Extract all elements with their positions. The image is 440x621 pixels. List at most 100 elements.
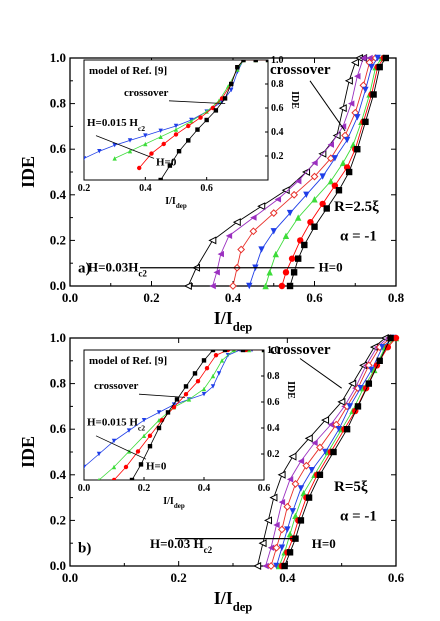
inset-data-point (112, 143, 117, 148)
inset-data-point (171, 402, 177, 407)
inset-data-point (204, 117, 209, 123)
series-line (212, 57, 370, 287)
y-axis-title: IDE (18, 156, 38, 188)
inset-data-point (229, 87, 234, 93)
data-point (286, 209, 294, 217)
inset-data-point (201, 392, 207, 397)
inset-data-point (143, 133, 148, 138)
data-point (302, 461, 311, 470)
data-point (290, 269, 298, 276)
inset-data-point (137, 165, 142, 171)
panel-label: a) (78, 260, 91, 276)
inset-data-point (97, 477, 101, 480)
data-point (360, 54, 367, 62)
inset-y-tick-label: 0.2 (271, 151, 284, 162)
data-point (370, 91, 377, 98)
data-point (327, 421, 334, 428)
data-point (277, 470, 286, 479)
inset-data-point (241, 60, 246, 63)
param-alpha: α = -1 (340, 508, 377, 524)
inset-data-point (171, 405, 177, 410)
inset-data-point (213, 353, 219, 358)
inset-data-point (192, 371, 198, 376)
y-tick-label: 0.2 (50, 512, 66, 527)
data-point (319, 173, 326, 180)
inset-x-tick-label: 0.0 (78, 483, 91, 494)
data-point (311, 159, 318, 167)
inset-crossover-arrow (138, 393, 186, 398)
data-point (213, 269, 220, 276)
inset-data-point (189, 119, 194, 124)
data-point (348, 379, 357, 388)
h0-label: H=0 (312, 536, 336, 551)
data-point (337, 397, 346, 406)
data-point (379, 343, 386, 351)
data-point (263, 516, 273, 525)
inset-data-point (231, 350, 237, 353)
data-point (258, 246, 265, 253)
inset-data-point (183, 384, 189, 389)
inset-y-axis-title: IDE (285, 381, 296, 399)
inset-crossover-label: crossover (94, 380, 139, 392)
data-point (331, 155, 339, 162)
inset-data-point (149, 151, 154, 156)
data-point (288, 452, 297, 461)
data-point (305, 494, 313, 501)
data-point (310, 172, 319, 181)
inset-h-field-label: H=0.015 Hc2 (87, 416, 145, 432)
y-tick-label: 0.6 (50, 421, 67, 436)
x-tick-label: 0.0 (62, 570, 78, 585)
inset-data-point (97, 149, 102, 154)
data-point (295, 214, 302, 221)
data-point (327, 141, 334, 148)
x-tick-label: 0.6 (388, 570, 405, 585)
y-tick-label: 0.6 (50, 141, 67, 156)
inset-data-point (156, 425, 162, 431)
inset-x-tick-label: 0.6 (258, 483, 271, 494)
inset-y-tick-label: 0.4 (271, 127, 284, 138)
data-point (339, 159, 347, 167)
inset-data-point (210, 350, 216, 353)
inset-h0-label: H=0 (146, 461, 167, 473)
data-point (374, 54, 381, 62)
inset-data-point (204, 366, 210, 371)
inset-data-point (167, 163, 173, 168)
inset-x-axis-title-main: I/I (165, 196, 176, 207)
data-point (354, 146, 361, 153)
inset-data-point (229, 81, 234, 87)
x-axis-title: I/Idep (214, 308, 253, 334)
inset-series-3 (129, 350, 264, 480)
data-point (274, 196, 282, 203)
data-point (217, 250, 224, 258)
inset-y-tick-label: 1.0 (271, 55, 284, 66)
data-point (282, 269, 290, 276)
series-6 (281, 334, 394, 570)
inset-data-point (143, 141, 148, 147)
data-point (335, 187, 343, 194)
data-point (208, 236, 217, 245)
data-point (277, 525, 286, 534)
inset: 0.0 0.2 0.4 0.6 0.2 0.4 0.6 0.8 1.0 IDE I/Idep mode… (78, 345, 296, 510)
data-point (209, 282, 216, 290)
data-point (284, 526, 291, 533)
inset-data-point (127, 138, 133, 143)
panel-label: b) (78, 540, 91, 556)
data-point (323, 205, 330, 212)
x-axis-title: I/Idep (214, 588, 253, 614)
series-1 (209, 54, 373, 290)
inset-data-point (129, 477, 135, 480)
inset-crossover-arrow (168, 100, 226, 104)
series-line (284, 337, 391, 567)
data-point (257, 202, 266, 211)
panel-a: 0.0 0.2 0.4 0.6 0.80.00.20.40.60.81.0I/IdepI… (18, 50, 405, 334)
data-point (357, 384, 364, 392)
h0-label: H=0 (319, 260, 343, 275)
y-tick-label: 0.4 (50, 467, 67, 482)
inset-title: model of Ref. [9] (89, 65, 167, 77)
inset-data-point (165, 410, 171, 415)
h-field-label: H=0.03 Hc2 (150, 536, 213, 555)
x-axis-title-main: I/I (214, 588, 233, 608)
inset-series-3 (158, 60, 268, 180)
inset-data-point (186, 138, 191, 143)
inset-y-tick-label: 0.2 (267, 449, 280, 460)
